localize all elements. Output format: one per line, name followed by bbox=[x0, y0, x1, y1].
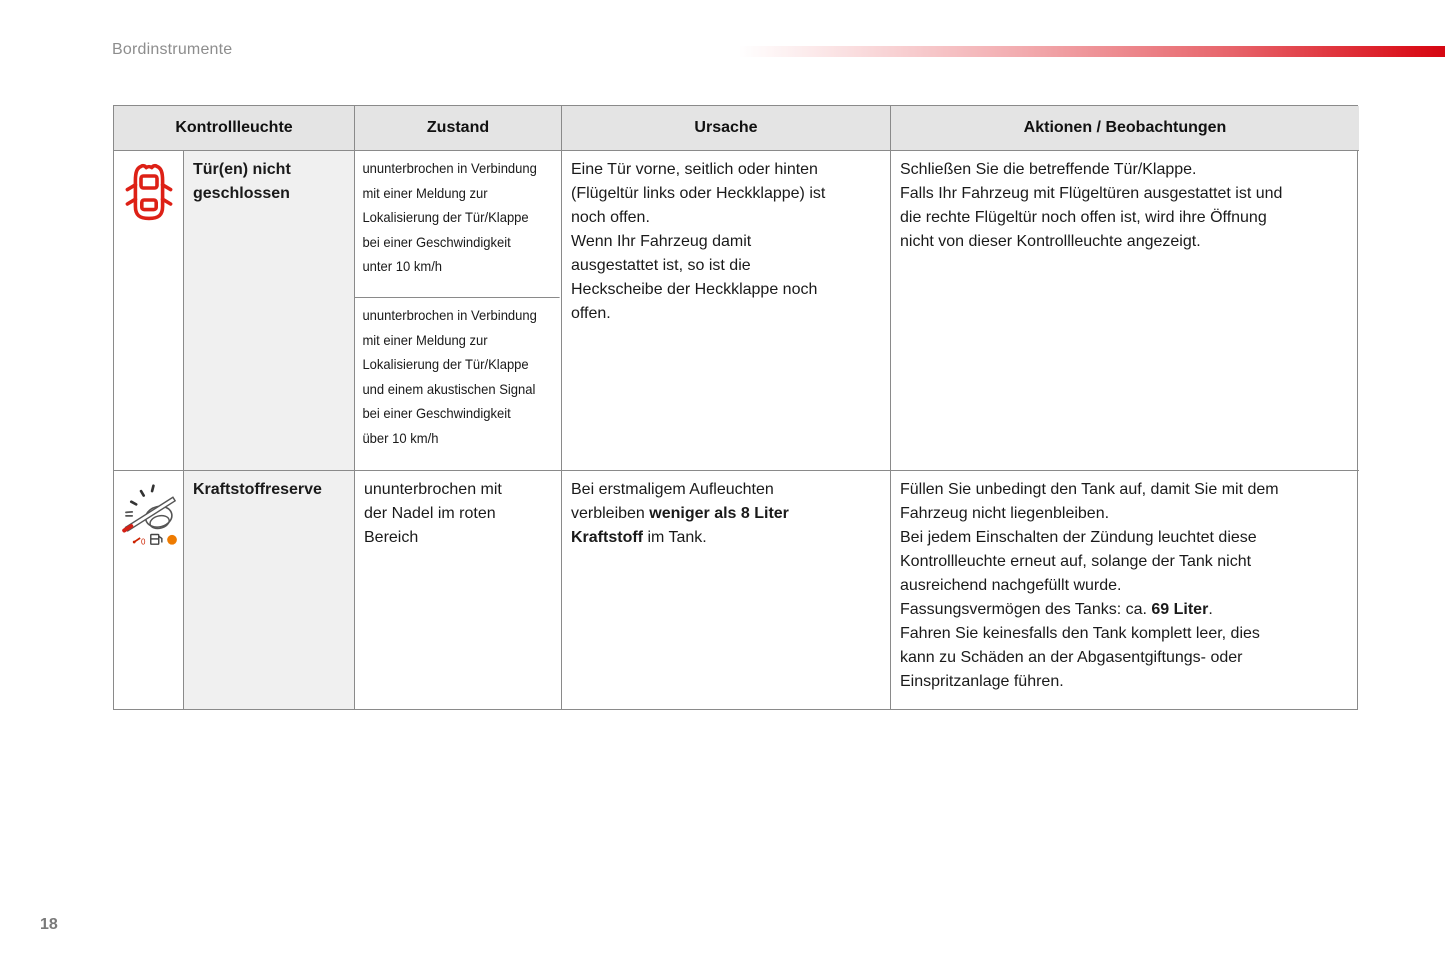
accent-gradient-bar bbox=[738, 46, 1445, 57]
warning-lights-table: Kontrollleuchte Zustand Ursache Aktionen… bbox=[113, 105, 1359, 710]
row-doors-zustand: ununterbrochen in Verbindung mit einer M… bbox=[355, 151, 562, 471]
page-number: 18 bbox=[40, 916, 58, 933]
table-row-doors-icon-cell bbox=[114, 151, 184, 471]
row-fuel-zustand: ununterbrochen mit der Nadel im roten Be… bbox=[355, 471, 562, 709]
row-doors-zustand-over-10kmh: ununterbrochen in Verbindung mit einer M… bbox=[362, 307, 537, 446]
row-fuel-aktionen: Füllen Sie unbedingt den Tank auf, damit… bbox=[900, 481, 1279, 690]
open-door-warning-icon bbox=[125, 159, 173, 470]
column-header-kontrollleuchte: Kontrollleuchte bbox=[114, 106, 355, 151]
column-header-zustand: Zustand bbox=[355, 106, 562, 151]
row-doors-name: Tür(en) nicht geschlossen bbox=[184, 151, 355, 471]
row-doors-aktionen: Schließen Sie die betreffende Tür/Klappe… bbox=[891, 151, 1359, 471]
low-fuel-mini-glyph: 0 bbox=[132, 537, 146, 547]
column-header-ursache: Ursache bbox=[562, 106, 891, 151]
table-row-fuel-icon-cell: 0 bbox=[114, 471, 184, 709]
row-fuel-name: Kraftstoffreserve bbox=[184, 471, 355, 709]
page-title: Bordinstrumente bbox=[112, 41, 233, 58]
fuel-gauge-reserve-icon: 0 bbox=[118, 479, 180, 709]
row-fuel-ursache: Bei erstmaligem Aufleuchten verbleiben w… bbox=[562, 471, 891, 709]
svg-text:0: 0 bbox=[141, 538, 146, 547]
fuel-pump-mini-glyph bbox=[149, 533, 163, 545]
column-header-aktionen: Aktionen / Beobachtungen bbox=[891, 106, 1359, 151]
row-doors-ursache: Eine Tür vorne, seitlich oder hinten (Fl… bbox=[562, 151, 891, 471]
row-doors-zustand-under-10kmh: ununterbrochen in Verbindung mit einer M… bbox=[355, 151, 560, 298]
